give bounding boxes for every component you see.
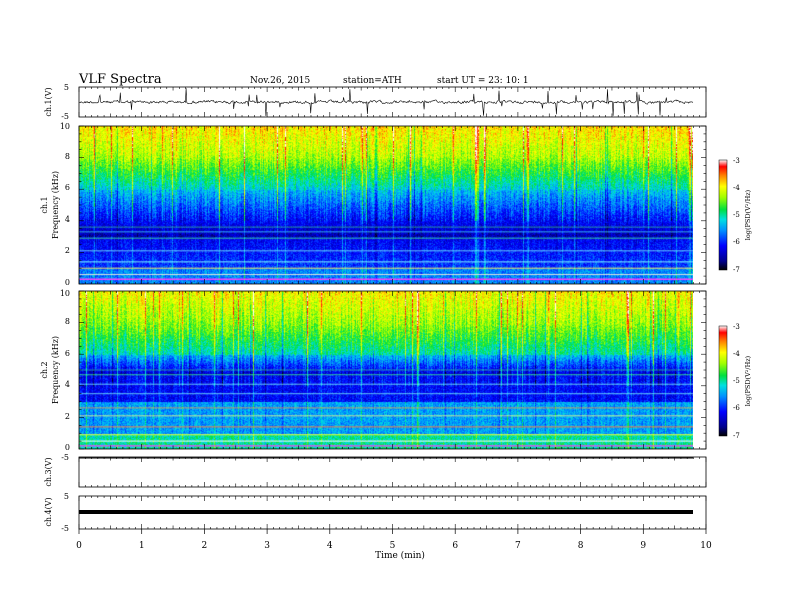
ch2-spec-ylabel-freq: Frequency (kHz) bbox=[51, 336, 60, 404]
ch1-spec-ytick-10: 10 bbox=[60, 122, 70, 131]
ch4-waveform-trace bbox=[79, 510, 693, 514]
ch1-spec-ylabel-freq: Frequency (kHz) bbox=[51, 171, 60, 239]
station-label: station=ATH bbox=[343, 76, 402, 86]
ch1-cb-tick-m4: -4 bbox=[733, 184, 740, 192]
ch2-cb-tick-m6: -6 bbox=[733, 404, 740, 412]
figure-title: VLF Spectra bbox=[78, 72, 162, 87]
ch2-spec-ylabel-channel: ch.2 bbox=[40, 361, 49, 378]
time-tick-label: 4 bbox=[327, 541, 333, 551]
ch4-ytick-bottom: -5 bbox=[61, 524, 69, 533]
time-tick-label: 7 bbox=[515, 541, 521, 551]
ch2-colorbar-label: log(PSD(V²/Hz) bbox=[744, 355, 752, 406]
ch2-spec-ytick-2: 2 bbox=[65, 412, 70, 421]
time-axis-label: Time (min) bbox=[375, 550, 425, 561]
time-tick-label: 1 bbox=[139, 541, 145, 551]
ch3-ytick-bottom: -5 bbox=[61, 453, 69, 462]
ch2-spec-ytick-8: 8 bbox=[65, 317, 70, 326]
time-tick-label: 0 bbox=[76, 541, 82, 551]
ch2-spec-ytick-0: 0 bbox=[65, 443, 70, 452]
ch1-cb-tick-m7: -7 bbox=[733, 266, 740, 274]
time-tick-label: 3 bbox=[264, 541, 270, 551]
ch1-colorbar bbox=[718, 159, 728, 271]
ch4-ytick-top: 5 bbox=[64, 492, 69, 501]
time-tick-label: 9 bbox=[640, 541, 646, 551]
ch1-spec-ytick-4: 4 bbox=[65, 215, 70, 224]
ch1-spec-ytick-8: 8 bbox=[65, 152, 70, 161]
ch2-spec-ytick-10: 10 bbox=[60, 289, 70, 298]
time-tick-label: 8 bbox=[578, 541, 584, 551]
ch1-spectrogram-panel: ch.1 Frequency (kHz) 0 2 4 6 8 10 -3 -4 … bbox=[40, 122, 752, 287]
time-tick-label: 5 bbox=[390, 541, 396, 551]
time-axis: 0 1 2 3 4 5 6 7 8 9 10 bbox=[76, 529, 712, 551]
ch1-waveform-ylabel: ch.1(V) bbox=[44, 87, 53, 116]
ch2-spectrogram-panel: ch.2 Frequency (kHz) 0 2 4 6 8 10 -3 -4 … bbox=[40, 289, 752, 452]
ch3-waveform-ylabel: ch.3(V) bbox=[44, 457, 53, 486]
ch1-ytick-top: 5 bbox=[64, 83, 69, 92]
ch2-spec-ytick-4: 4 bbox=[65, 380, 70, 389]
ch1-spec-ylabel-channel: ch.1 bbox=[40, 196, 49, 213]
ch4-waveform-panel: 5 -5 ch.4(V) bbox=[44, 492, 707, 533]
date-label: Nov.26, 2015 bbox=[250, 76, 311, 86]
ch2-spectrogram-image bbox=[79, 291, 693, 449]
ch2-cb-tick-m4: -4 bbox=[733, 350, 740, 358]
ch2-cb-tick-m7: -7 bbox=[733, 432, 740, 440]
ch1-cb-tick-m5: -5 bbox=[733, 211, 740, 219]
ch1-spectrogram-image bbox=[79, 126, 693, 284]
ch1-spec-ytick-6: 6 bbox=[65, 183, 70, 192]
time-tick-label: 6 bbox=[452, 541, 458, 551]
ch2-colorbar bbox=[718, 325, 728, 437]
ch2-cb-tick-m3: -3 bbox=[733, 323, 740, 331]
ch2-cb-tick-m5: -5 bbox=[733, 377, 740, 385]
ch4-waveform-ylabel: ch.4(V) bbox=[44, 497, 53, 526]
ch1-cb-tick-m3: -3 bbox=[733, 157, 740, 165]
ch1-cb-tick-m6: -6 bbox=[733, 238, 740, 246]
start-ut-label: start UT = 23: 10: 1 bbox=[437, 76, 529, 86]
ch2-spec-ytick-6: 6 bbox=[65, 349, 70, 358]
time-tick-label: 2 bbox=[202, 541, 208, 551]
ch3-waveform-panel: -5 ch.3(V) bbox=[44, 453, 707, 488]
ch1-waveform-trace bbox=[78, 88, 694, 117]
ch1-colorbar-label: log(PSD(V²/Hz) bbox=[744, 189, 752, 240]
ch1-spec-ytick-0: 0 bbox=[65, 278, 70, 287]
time-tick-label: 10 bbox=[700, 541, 712, 551]
ch1-spec-ytick-2: 2 bbox=[65, 246, 70, 255]
ch1-waveform-panel: 5 -5 ch.1(V) bbox=[44, 83, 707, 121]
ch1-ytick-bottom: -5 bbox=[61, 112, 69, 121]
